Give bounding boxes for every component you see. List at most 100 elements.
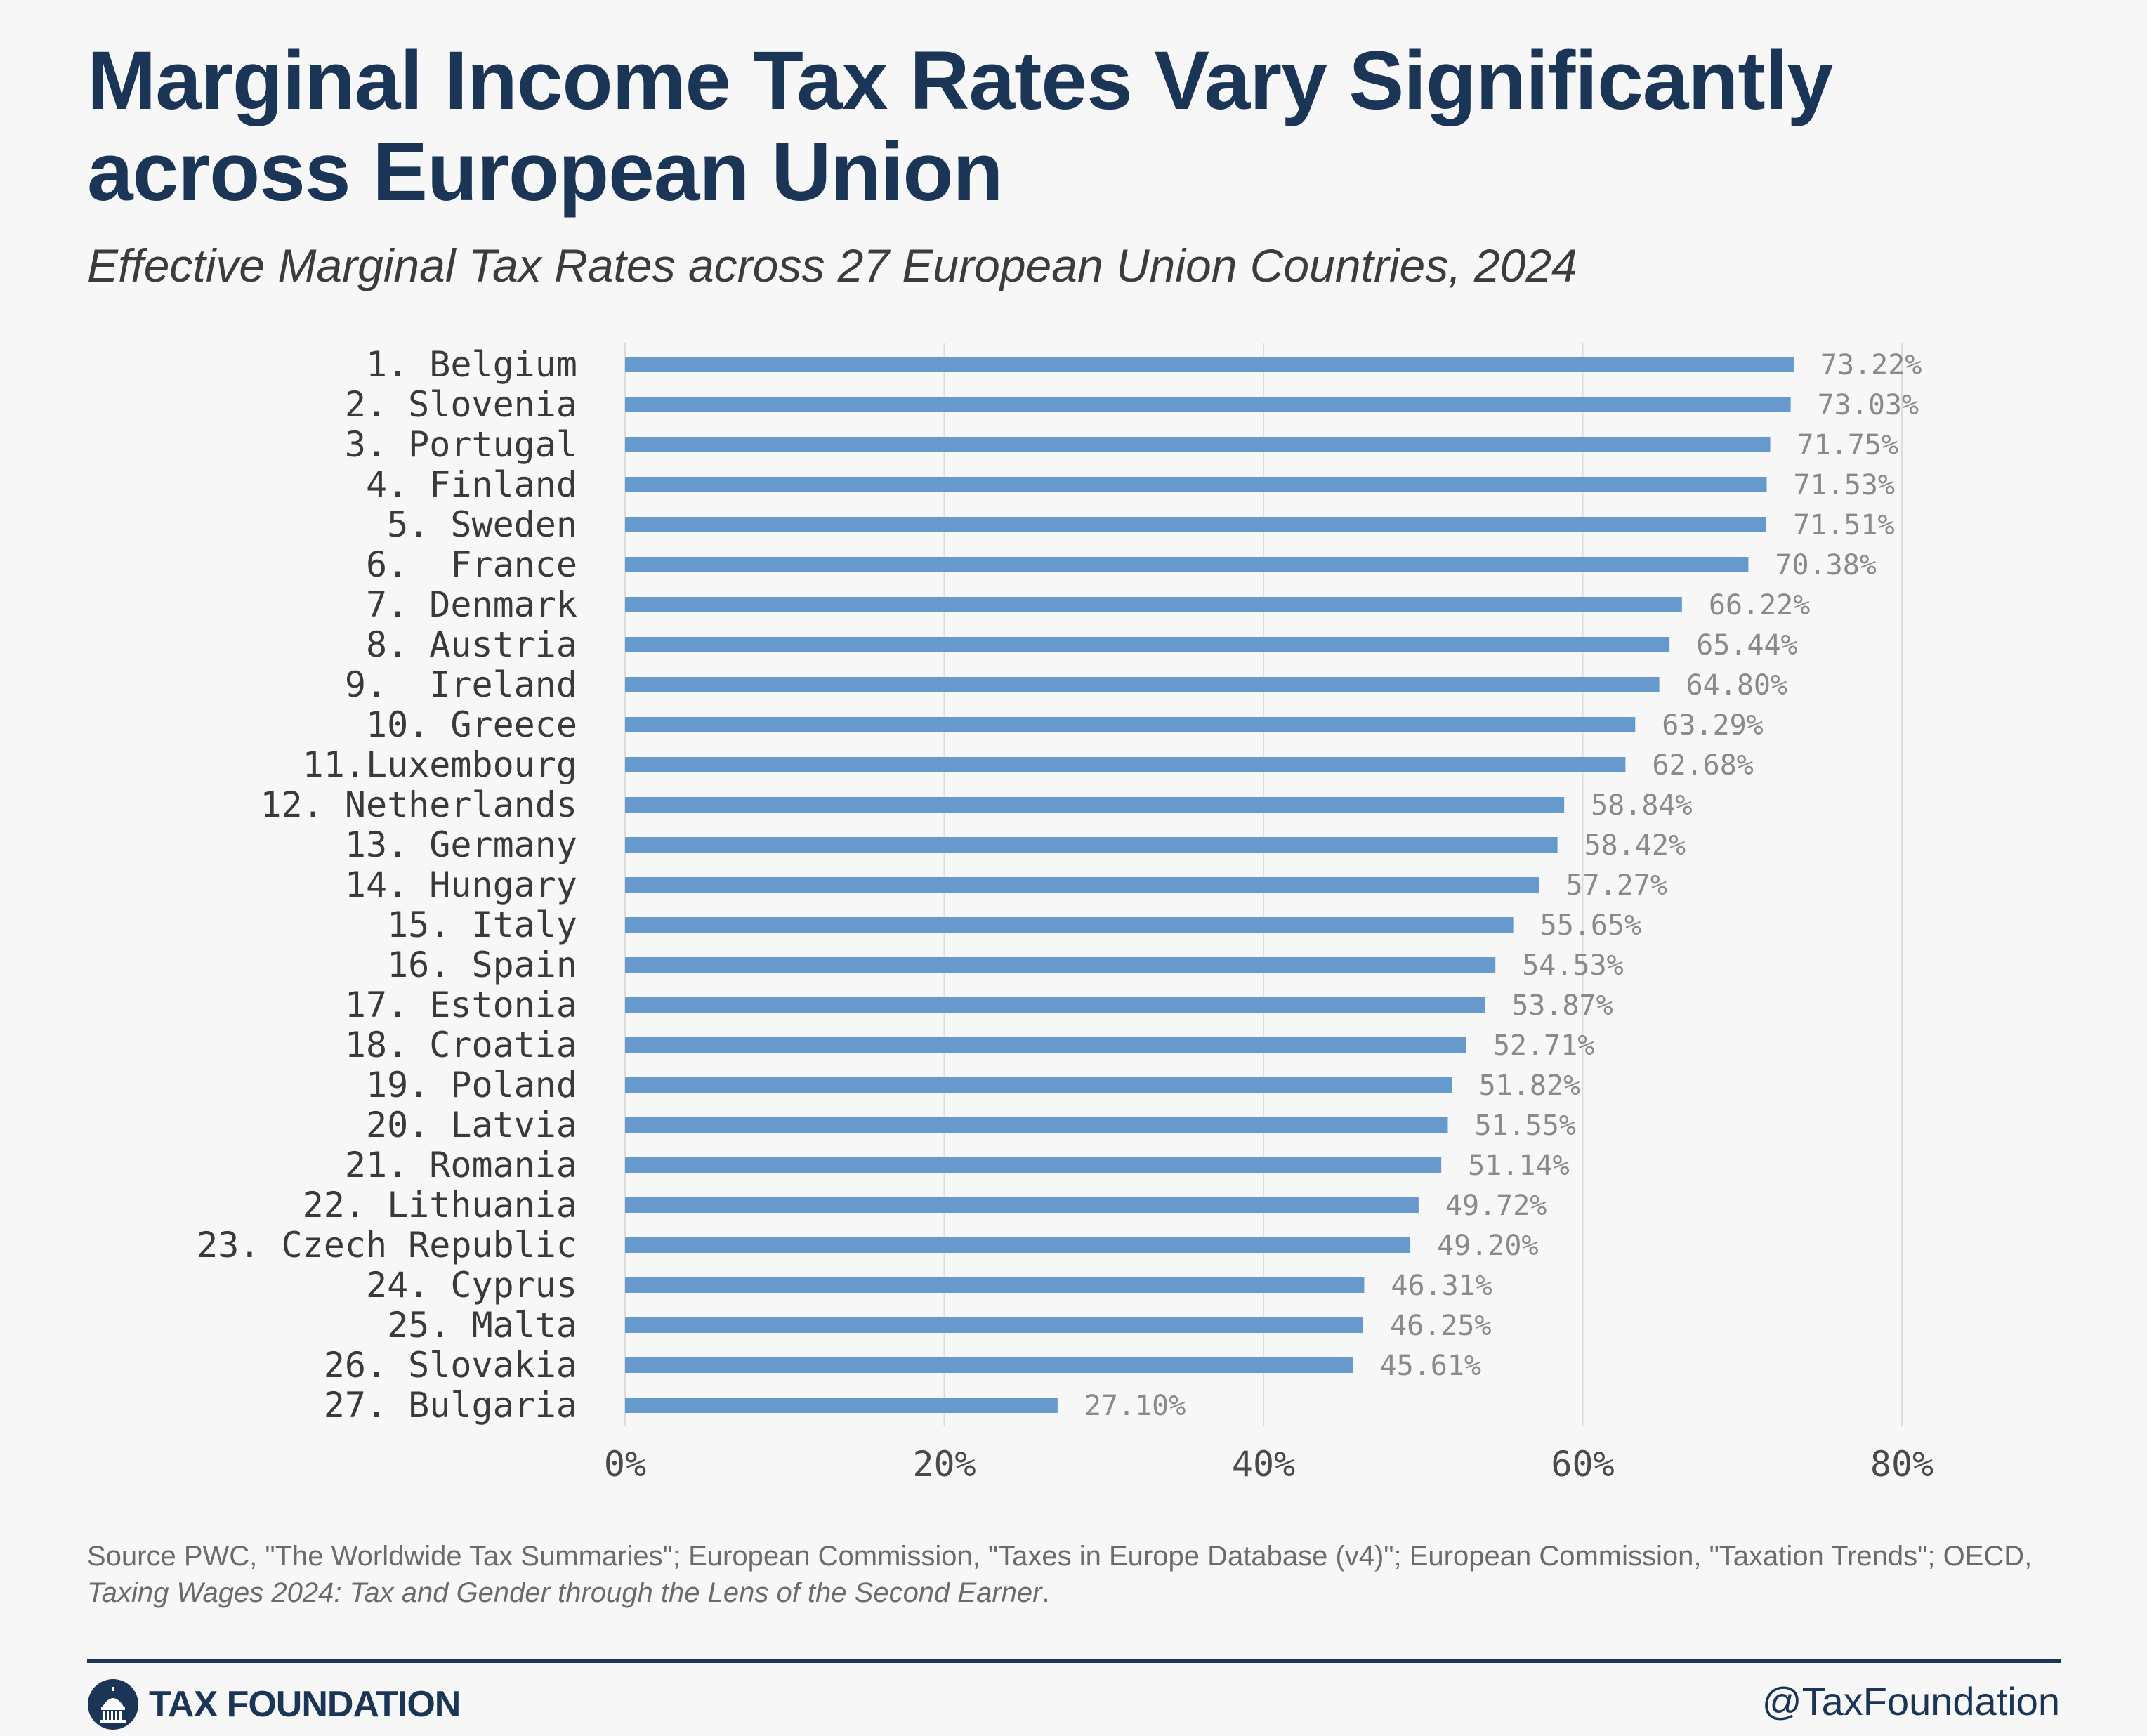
bar [625, 677, 1660, 692]
logo-text: TAX FOUNDATION [149, 1684, 461, 1725]
category-label: 4. Finland [366, 464, 577, 505]
category-label: 27. Bulgaria [324, 1385, 577, 1426]
category-label: 22. Lithuania [303, 1185, 577, 1225]
data-label: 51.14% [1468, 1150, 1570, 1182]
category-label: 3. Portugal [345, 424, 577, 465]
bar [625, 877, 1539, 893]
category-label: 17. Estonia [345, 985, 577, 1025]
data-label: 51.55% [1474, 1110, 1576, 1142]
category-label: 21. Romania [345, 1145, 577, 1185]
data-label: 62.68% [1652, 749, 1754, 782]
category-label: 25. Malta [387, 1305, 577, 1346]
x-tick-label: 20% [912, 1444, 976, 1485]
source-publication-title: Taxing Wages 2024: Tax and Gender throug… [87, 1577, 1042, 1608]
data-label: 71.51% [1793, 509, 1895, 541]
category-label: 5. Sweden [387, 504, 577, 545]
chart-title: Marginal Income Tax Rates Vary Significa… [87, 34, 1833, 218]
bar [625, 1237, 1411, 1253]
data-label: 64.80% [1686, 669, 1788, 702]
data-label: 46.31% [1391, 1270, 1492, 1302]
bar [625, 1037, 1466, 1053]
data-label: 73.03% [1818, 389, 1919, 421]
data-label: 52.71% [1493, 1030, 1595, 1062]
data-label: 46.25% [1390, 1310, 1492, 1342]
data-label: 71.75% [1797, 429, 1899, 461]
bar [625, 597, 1682, 612]
category-label: 23. Czech Republic [197, 1225, 577, 1265]
bar [625, 997, 1485, 1013]
category-label: 14. Hungary [345, 864, 577, 905]
bar [625, 437, 1771, 452]
category-label: 11.Luxembourg [303, 744, 577, 785]
data-label: 73.22% [1820, 349, 1922, 381]
bar [625, 1117, 1448, 1133]
category-label: 16. Spain [387, 945, 577, 985]
x-tick-label: 80% [1870, 1444, 1933, 1485]
bar [625, 717, 1636, 732]
category-label: 10. Greece [366, 704, 577, 745]
data-label: 49.72% [1445, 1190, 1547, 1222]
data-label: 71.53% [1794, 469, 1896, 501]
category-label: 20. Latvia [366, 1105, 577, 1145]
bar [625, 1197, 1419, 1213]
twitter-handle[interactable]: @TaxFoundation [1761, 1679, 2060, 1723]
chart-subtitle: Effective Marginal Tax Rates across 27 E… [87, 239, 1577, 291]
category-label: 12. Netherlands [260, 784, 577, 825]
source-end: . [1042, 1577, 1050, 1608]
bar [625, 357, 1794, 372]
data-label: 53.87% [1511, 989, 1613, 1022]
x-axis-ticks: 0% 20% 40% 60% 80% [604, 1444, 1933, 1485]
bar [625, 1317, 1364, 1333]
bar [625, 637, 1670, 652]
data-label: 70.38% [1775, 549, 1877, 581]
category-label: 24. Cyprus [366, 1265, 577, 1306]
category-label: 1. Belgium [366, 344, 577, 385]
bar [625, 477, 1767, 492]
data-label: 57.27% [1565, 869, 1667, 902]
data-label: 58.42% [1584, 829, 1686, 862]
category-label: 9. Ireland [345, 664, 577, 705]
data-label: 51.82% [1479, 1070, 1581, 1102]
category-label: 19. Poland [366, 1065, 577, 1105]
category-label: 8. Austria [366, 624, 577, 665]
category-label: 7. Denmark [366, 584, 577, 625]
source-note: Source PWC, "The Worldwide Tax Summaries… [87, 1538, 2089, 1611]
data-label: 66.22% [1709, 589, 1811, 622]
data-label: 65.44% [1696, 629, 1798, 662]
x-tick-label: 0% [604, 1444, 646, 1485]
bar [625, 1398, 1058, 1413]
bars [625, 357, 1794, 1413]
bar [625, 1157, 1442, 1173]
data-label: 55.65% [1540, 909, 1642, 942]
bar [625, 557, 1749, 572]
data-label: 58.84% [1591, 789, 1693, 822]
bar [625, 797, 1565, 813]
value-labels: 73.22% 73.03% 71.75% 71.53% 71.51% 70.38% 66.2… [1084, 349, 1922, 1422]
bar [625, 837, 1558, 853]
category-label: 13. Germany [345, 824, 577, 865]
category-label: 2. Slovenia [345, 384, 577, 425]
tax-foundation-logo: TAX FOUNDATION [87, 1673, 461, 1736]
data-label: 27.10% [1084, 1390, 1186, 1422]
bar [625, 517, 1767, 532]
bar [625, 1277, 1365, 1293]
bar [625, 917, 1514, 933]
footer-rule [87, 1659, 2061, 1663]
bar [625, 1077, 1452, 1093]
capitol-dome-icon [88, 1679, 138, 1730]
data-label: 45.61% [1379, 1350, 1481, 1382]
data-label: 49.20% [1437, 1230, 1538, 1262]
category-label: 15. Italy [387, 905, 577, 945]
bar [625, 397, 1791, 412]
bar [625, 957, 1496, 973]
bar [625, 757, 1626, 772]
data-label: 54.53% [1522, 949, 1624, 982]
source-text: Source PWC, "The Worldwide Tax Summaries… [87, 1541, 2033, 1572]
data-label: 63.29% [1662, 709, 1764, 742]
x-tick-label: 40% [1232, 1444, 1295, 1485]
category-label: 18. Croatia [345, 1025, 577, 1065]
category-label: 26. Slovakia [324, 1345, 577, 1386]
bar [625, 1357, 1353, 1373]
